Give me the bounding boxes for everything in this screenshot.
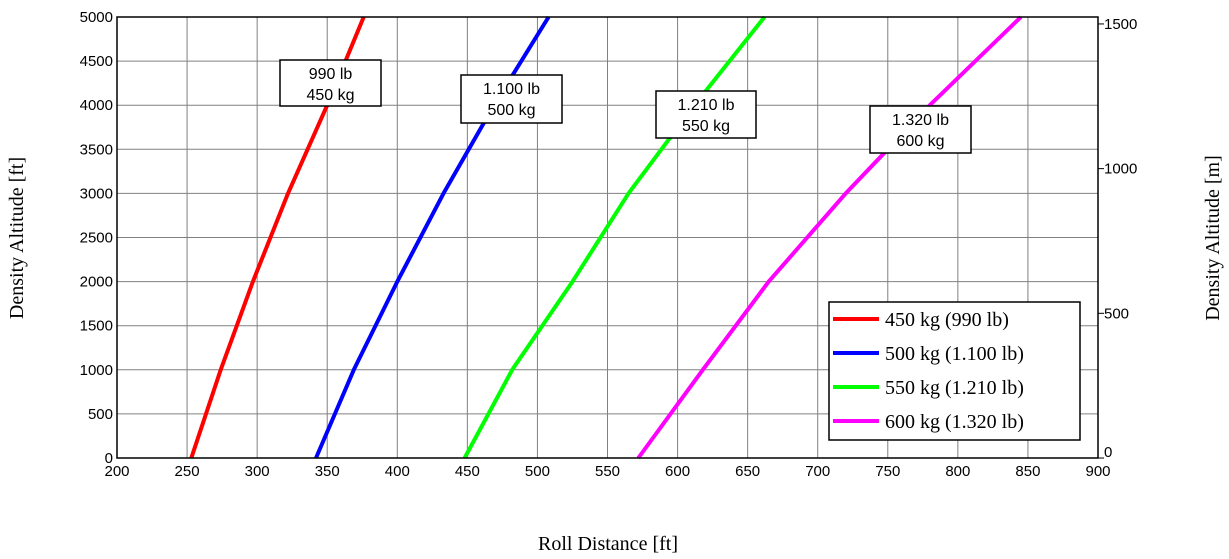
x-tick-label: 400: [385, 463, 410, 480]
annotation-weight-lb: 1.100 lb: [483, 81, 540, 98]
y-tick-label: 5000: [80, 9, 113, 26]
annotation-frame: [460, 74, 563, 124]
y-axis-label: Density Altitude [ft]: [6, 157, 28, 319]
y-tick-label: 2500: [80, 230, 113, 247]
x-tick-label: 650: [735, 463, 760, 480]
annotation-weight-kg: 450 kg: [306, 87, 354, 104]
y-tick-label: 3000: [80, 185, 113, 202]
x-tick-label: 450: [455, 463, 480, 480]
annotation-box-3: 1.210 lb 550 kg: [655, 90, 757, 139]
annotation-box-1: 990 lb 450 kg: [279, 59, 382, 107]
y2-tick-label: 1000: [1104, 161, 1137, 178]
y-tick-label: 4500: [80, 53, 113, 70]
x-tick-label: 750: [875, 463, 900, 480]
x-tick-label: 200: [104, 463, 129, 480]
y-tick-label: 4000: [80, 97, 113, 114]
legend-label-1: 450 kg (990 lb): [885, 309, 1009, 331]
y-tick-label: 0: [105, 450, 113, 467]
y-tick-label: 500: [88, 406, 113, 423]
annotation-frame: [655, 90, 757, 139]
x-tick-label: 500: [525, 463, 550, 480]
y-tick-label: 2000: [80, 274, 113, 291]
annotation-weight-kg: 500 kg: [487, 102, 535, 119]
x-tick-label: 300: [245, 463, 270, 480]
annotation-weight-kg: 600 kg: [896, 133, 944, 150]
annotation-frame: [279, 59, 382, 107]
annotation-frame: [869, 105, 972, 154]
y-tick-label: 1000: [80, 362, 113, 379]
y2-tick-label: 0: [1104, 444, 1112, 461]
annotation-box-2: 1.100 lb 500 kg: [460, 74, 563, 124]
x-tick-label: 250: [175, 463, 200, 480]
y-tick-label: 3500: [80, 141, 113, 158]
legend-label-3: 550 kg (1.210 lb): [885, 377, 1024, 399]
annotations: 990 lb 450 kg 1.100 lb 500 kg 1.210 lb 550 kg…: [279, 59, 972, 154]
legend-label-4: 600 kg (1.320 lb): [885, 411, 1024, 433]
x-tick-label: 550: [595, 463, 620, 480]
legend-frame: [828, 301, 1081, 441]
legend-label-2: 500 kg (1.100 lb): [885, 343, 1024, 365]
annotation-weight-lb: 1.210 lb: [678, 97, 735, 114]
x-tick-label: 800: [945, 463, 970, 480]
y2-tick-label: 1500: [1104, 16, 1137, 33]
x-tick-label: 850: [1015, 463, 1040, 480]
legend: 450 kg (990 lb) 500 kg (1.100 lb) 550 kg (…: [828, 301, 1081, 441]
x-tick-label: 900: [1085, 463, 1110, 480]
x-tick-label: 350: [315, 463, 340, 480]
annotation-box-4: 1.320 lb 600 kg: [869, 105, 972, 154]
y2-axis-label: Density Altitude [m]: [1202, 155, 1224, 321]
annotation-weight-kg: 550 kg: [682, 118, 730, 135]
plot-border: [116, 16, 1099, 459]
annotation-weight-lb: 990 lb: [309, 66, 353, 83]
annotation-weight-lb: 1.320 lb: [892, 112, 949, 129]
tick-labels: 200 250 300 350 400 450 500 550 600 650 700 750 800 8…: [80, 9, 1138, 480]
y2-tick-label: 500: [1104, 305, 1129, 322]
x-tick-label: 600: [665, 463, 690, 480]
series-line-4: [636, 15, 1023, 460]
x-axis-label: Roll Distance [ft]: [538, 533, 678, 555]
y-tick-label: 1500: [80, 318, 113, 335]
x-tick-label: 700: [805, 463, 830, 480]
